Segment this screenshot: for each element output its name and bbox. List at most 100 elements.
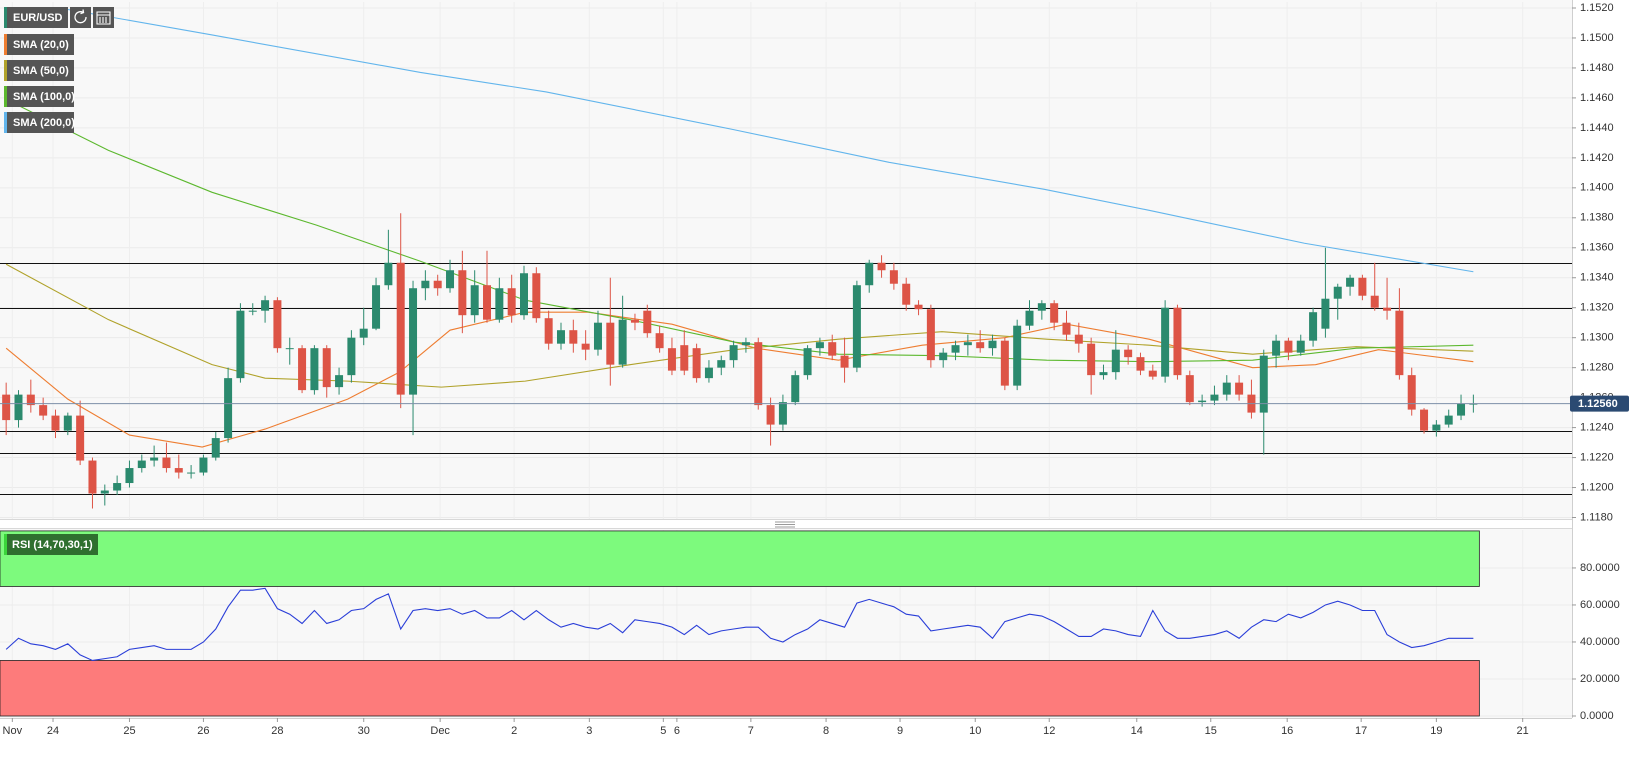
calendar-icon (96, 11, 111, 25)
candle-body (372, 285, 381, 329)
candle-body (446, 270, 455, 289)
candle-body (988, 340, 997, 349)
candle-body (532, 273, 541, 319)
candle-body (939, 352, 948, 361)
legend-label: SMA (200,0) (13, 117, 75, 129)
candle-body (347, 337, 356, 376)
main-layer (0, 8, 1572, 509)
candle-body (483, 285, 492, 320)
candle-body (1074, 334, 1083, 344)
candle-body (815, 342, 824, 349)
candle-body (766, 405, 775, 425)
legend-swatch (4, 34, 7, 55)
x-tick-label: 30 (358, 725, 370, 737)
candle-body (902, 283, 911, 305)
legend-label: SMA (20,0) (13, 39, 69, 51)
candle-body (717, 360, 726, 368)
candle-body (1099, 372, 1108, 376)
candle-body (667, 348, 676, 371)
y-tick-label: 80.0000 (1580, 562, 1620, 574)
x-tick-label: Nov (3, 725, 23, 737)
candle-body (926, 309, 935, 361)
candle-body (1358, 277, 1367, 296)
legend-box[interactable] (4, 112, 74, 133)
symbol-box[interactable] (4, 7, 68, 28)
x-tick-label: 17 (1355, 725, 1367, 737)
candle-body (137, 460, 146, 469)
candle-body (14, 394, 23, 421)
x-tick-label: 9 (897, 725, 903, 737)
legend-label: SMA (100,0) (13, 91, 75, 103)
candle-body (914, 304, 923, 310)
x-tick-label: 26 (197, 725, 209, 737)
sma-line (5, 98, 1474, 363)
candle-body (1087, 343, 1096, 376)
y-tick-label: 1.1440 (1580, 122, 1614, 134)
candle-body (1407, 375, 1416, 410)
sma-line (5, 311, 1474, 448)
candle-body (1444, 415, 1453, 425)
candle-body (1346, 277, 1355, 287)
candle-body (741, 342, 750, 346)
legend-label: SMA (50,0) (13, 65, 69, 77)
candle-body (963, 342, 972, 346)
legend-box[interactable] (4, 534, 98, 555)
legend-label: RSI (14,70,30,1) (12, 539, 93, 551)
panel-resize-handle[interactable] (775, 521, 795, 528)
candle-body (125, 468, 134, 484)
candle-body (1222, 382, 1231, 395)
candle-body (1173, 307, 1182, 376)
candle-body (285, 348, 294, 350)
candle-body (1370, 295, 1379, 308)
candle-body (470, 285, 479, 316)
rsi-zone (0, 660, 1480, 717)
refresh-button[interactable] (70, 7, 91, 28)
candle-body (39, 405, 48, 416)
candle-body (556, 330, 565, 344)
candle-body (224, 378, 233, 439)
y-tick-label: 1.1480 (1580, 62, 1614, 74)
candle-body (791, 375, 800, 403)
legend-box[interactable] (4, 60, 74, 81)
candle-body (680, 345, 689, 371)
candle-body (1198, 400, 1207, 403)
candle-body (704, 367, 713, 379)
x-tick-label: 2 (511, 725, 517, 737)
candle-body (433, 280, 442, 289)
y-tick-label: 1.1240 (1580, 421, 1614, 433)
last-price-label: 1.12560 (1578, 398, 1618, 410)
candle-body (187, 472, 196, 474)
candle-body (1383, 307, 1392, 311)
candle-body (1432, 424, 1441, 431)
candle-body (113, 483, 122, 491)
candle-body (877, 262, 886, 271)
candle-body (1037, 303, 1046, 311)
legend-layer: EUR/USD SMA (20,0) SMA (50,0) SMA (100,0) S… (4, 7, 114, 555)
candle-body (1284, 340, 1293, 353)
candle-body (88, 460, 97, 494)
legend-box[interactable] (4, 86, 74, 107)
x-tick-label: 25 (123, 725, 135, 737)
candle-body (1136, 357, 1145, 371)
candle-body (1420, 409, 1429, 431)
legend-box[interactable] (4, 34, 74, 55)
candle-body (840, 355, 849, 368)
rsi-layer (0, 530, 1480, 717)
candle-body (199, 457, 208, 473)
symbol-label: EUR/USD (13, 12, 63, 24)
candle-body (2, 394, 11, 421)
candle-body (1124, 349, 1133, 358)
candle-body (1185, 375, 1194, 403)
candle-body (421, 280, 430, 289)
x-tick-label: 28 (271, 725, 283, 737)
x-tick-label: 8 (823, 725, 829, 737)
candle-body (1148, 370, 1157, 377)
x-tick-label: 24 (47, 725, 59, 737)
candle-body (606, 322, 615, 365)
candle-body (51, 415, 60, 431)
y-tick-label: 1.1400 (1580, 182, 1614, 194)
candle-body (26, 394, 35, 406)
candle-body (1210, 394, 1219, 401)
candle-body (828, 342, 837, 356)
